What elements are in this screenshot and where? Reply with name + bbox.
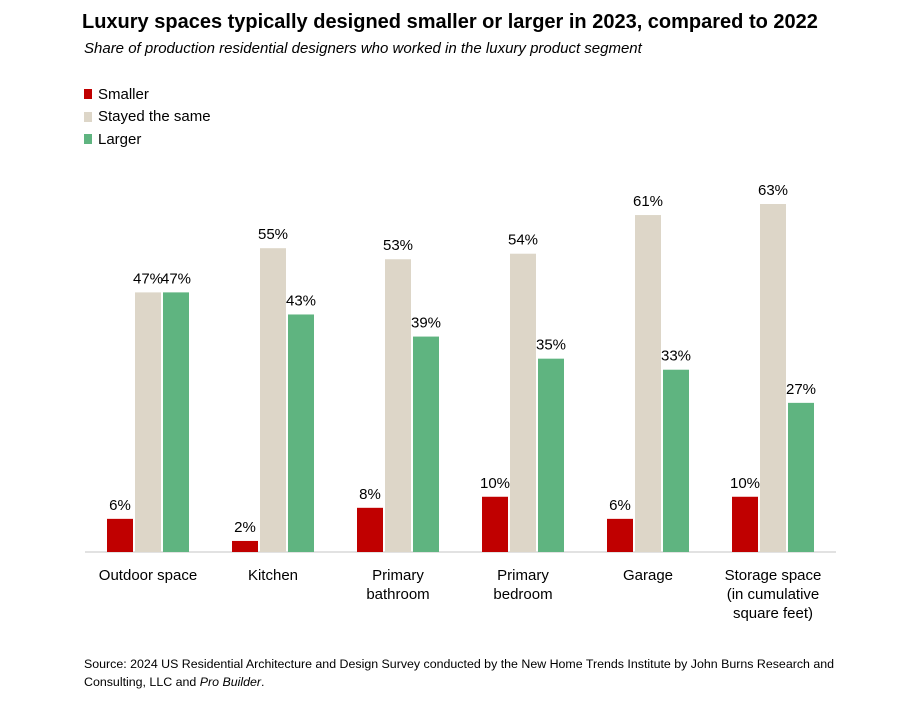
data-label: 53% (383, 237, 413, 254)
legend-item: Larger (84, 128, 211, 151)
bar (482, 496, 508, 552)
data-label: 6% (109, 497, 131, 514)
data-label: 61% (633, 193, 663, 210)
data-label: 54% (508, 232, 538, 249)
legend-swatch (84, 134, 92, 145)
data-label: 27% (786, 381, 816, 398)
legend-swatch (84, 89, 92, 100)
data-label: 35% (536, 337, 566, 354)
bar (510, 253, 536, 552)
data-label: 55% (258, 226, 288, 243)
source-end: . (261, 675, 265, 689)
data-label: 47% (133, 270, 163, 287)
source-text: Source: 2024 US Residential Architecture… (84, 657, 835, 689)
category-label: (in cumulative (727, 586, 820, 603)
bar (385, 259, 411, 552)
data-label: 10% (480, 475, 510, 492)
bar (538, 358, 564, 552)
source-note: Source: 2024 US Residential Architecture… (84, 655, 844, 691)
legend-item: Smaller (84, 83, 211, 106)
category-label: Storage space (725, 567, 822, 584)
category-label: bedroom (493, 586, 552, 603)
source-publication: Pro Builder (199, 675, 262, 689)
legend-label: Smaller (98, 85, 149, 103)
category-label: Primary (372, 567, 424, 584)
category-label: Outdoor space (99, 567, 197, 584)
data-label: 47% (161, 270, 191, 287)
bar (357, 507, 383, 552)
data-label: 63% (758, 182, 788, 199)
bar (260, 248, 286, 552)
bar (135, 292, 161, 552)
legend-swatch (84, 111, 92, 122)
bar (232, 540, 258, 552)
category-label: square feet) (733, 605, 813, 622)
data-label: 39% (411, 315, 441, 332)
category-label: Garage (623, 567, 673, 584)
data-label: 43% (286, 292, 316, 309)
category-label: Primary (497, 567, 549, 584)
bar (760, 204, 786, 552)
bar (163, 292, 189, 552)
category-label: Kitchen (248, 567, 298, 584)
legend-label: Stayed the same (98, 108, 211, 126)
chart-subtitle: Share of production residential designer… (84, 40, 642, 57)
bar (413, 336, 439, 552)
legend-item: Stayed the same (84, 106, 211, 129)
bar (607, 518, 633, 552)
bar (788, 402, 814, 552)
category-label: bathroom (366, 586, 429, 603)
bar (663, 369, 689, 552)
data-label: 2% (234, 519, 256, 536)
data-label: 10% (730, 475, 760, 492)
legend-label: Larger (98, 130, 142, 148)
legend: Smaller Stayed the same Larger (84, 83, 211, 151)
bar (107, 518, 133, 552)
data-label: 6% (609, 497, 631, 514)
bar (288, 314, 314, 552)
data-label: 33% (661, 348, 691, 365)
bar (732, 496, 758, 552)
data-label: 8% (359, 486, 381, 503)
bar (635, 215, 661, 553)
chart-title: Luxury spaces typically designed smaller… (82, 11, 818, 33)
